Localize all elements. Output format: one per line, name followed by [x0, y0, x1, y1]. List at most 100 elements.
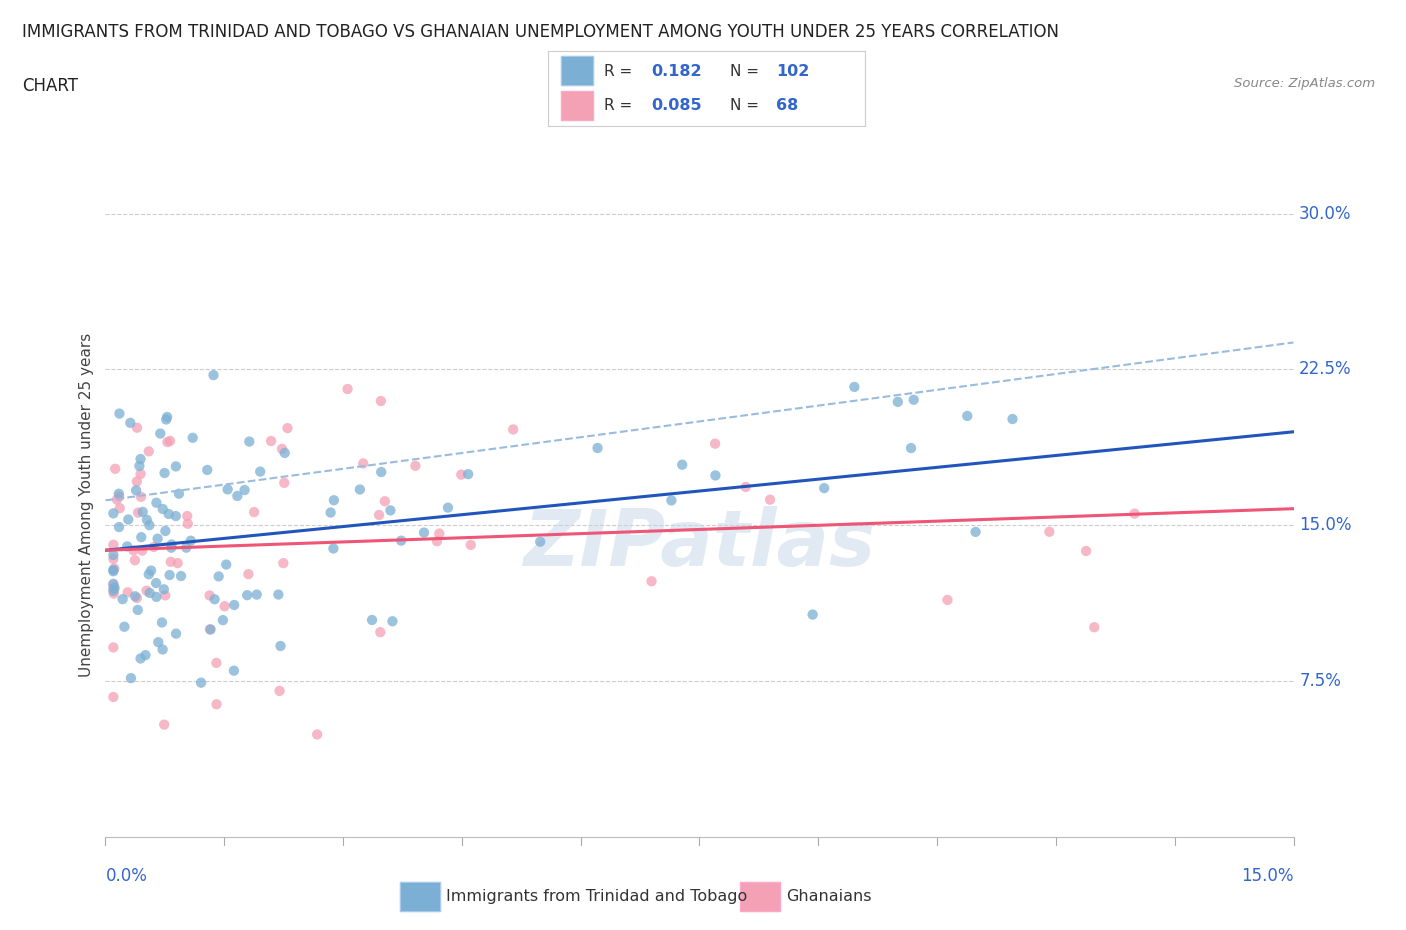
Point	[132, 504, 155, 519]
Bar	[399, 883, 440, 910]
Point	[368, 508, 391, 523]
Point	[260, 433, 283, 448]
Point	[160, 540, 183, 555]
Point	[903, 392, 925, 407]
Point	[150, 615, 173, 630]
Point	[529, 534, 551, 549]
Point	[205, 656, 228, 671]
Point	[217, 482, 239, 497]
Point	[165, 459, 187, 474]
Point	[437, 500, 460, 515]
Point	[128, 458, 150, 473]
Bar	[561, 91, 593, 120]
Point	[155, 412, 177, 427]
Bar	[561, 91, 593, 120]
Point	[159, 554, 181, 569]
Point	[238, 434, 260, 449]
Text: 22.5%: 22.5%	[1299, 361, 1351, 379]
Point	[224, 598, 246, 613]
Bar	[740, 883, 780, 910]
Point	[181, 431, 204, 445]
Text: 0.0%: 0.0%	[105, 867, 148, 884]
Point	[190, 675, 212, 690]
Point	[115, 539, 138, 554]
Point	[117, 512, 139, 527]
Point	[243, 505, 266, 520]
Point	[103, 548, 125, 563]
Point	[135, 583, 157, 598]
Point	[103, 581, 125, 596]
Point	[108, 406, 131, 421]
Point	[120, 416, 142, 431]
Point	[381, 614, 404, 629]
Point	[135, 512, 157, 527]
Point	[457, 467, 479, 482]
Point	[103, 538, 125, 552]
Point	[1083, 619, 1105, 634]
Point	[125, 591, 148, 605]
Point	[276, 420, 298, 435]
Point	[267, 587, 290, 602]
Point	[165, 626, 187, 641]
Point	[159, 433, 181, 448]
Point	[322, 493, 344, 508]
Point	[1074, 543, 1097, 558]
Point	[142, 539, 165, 554]
Point	[214, 599, 236, 614]
Point	[215, 557, 238, 572]
Text: 68: 68	[776, 98, 799, 113]
Point	[103, 551, 125, 566]
Point	[131, 543, 153, 558]
Point	[734, 480, 756, 495]
Point	[125, 483, 148, 498]
Point	[129, 452, 152, 467]
Point	[105, 492, 128, 507]
Point	[212, 613, 235, 628]
Point	[103, 640, 125, 655]
Point	[104, 461, 127, 476]
Point	[117, 585, 139, 600]
Point	[208, 569, 231, 584]
Point	[139, 564, 162, 578]
Point	[195, 462, 218, 477]
Point	[336, 381, 359, 396]
Point	[426, 534, 449, 549]
Point	[586, 441, 609, 456]
Point	[129, 489, 152, 504]
Point	[200, 622, 222, 637]
Text: R =: R =	[603, 64, 631, 79]
Point	[270, 639, 292, 654]
Point	[152, 501, 174, 516]
Point	[103, 689, 125, 704]
Text: 7.5%: 7.5%	[1299, 672, 1341, 690]
Text: 15.0%: 15.0%	[1299, 516, 1351, 535]
Point	[153, 582, 176, 597]
Point	[120, 671, 142, 685]
Point	[273, 475, 295, 490]
Point	[129, 530, 152, 545]
Point	[271, 442, 294, 457]
Point	[1123, 506, 1146, 521]
Point	[249, 464, 271, 479]
Bar	[740, 883, 780, 910]
Point	[152, 642, 174, 657]
Point	[413, 525, 436, 540]
Point	[1001, 412, 1024, 427]
Point	[170, 568, 193, 583]
Point	[374, 494, 396, 509]
Point	[352, 456, 374, 471]
Point	[198, 622, 221, 637]
Point	[103, 561, 125, 576]
Point	[127, 603, 149, 618]
Point	[322, 541, 344, 556]
Point	[129, 467, 152, 482]
Point	[671, 458, 693, 472]
Point	[956, 408, 979, 423]
Text: 102: 102	[776, 64, 810, 79]
Text: IMMIGRANTS FROM TRINIDAD AND TOBAGO VS GHANAIAN UNEMPLOYMENT AMONG YOUTH UNDER 2: IMMIGRANTS FROM TRINIDAD AND TOBAGO VS G…	[22, 23, 1060, 41]
Text: 30.0%: 30.0%	[1299, 205, 1351, 222]
Point	[274, 445, 297, 460]
Bar	[399, 883, 440, 910]
Point	[159, 567, 181, 582]
Point	[319, 505, 342, 520]
